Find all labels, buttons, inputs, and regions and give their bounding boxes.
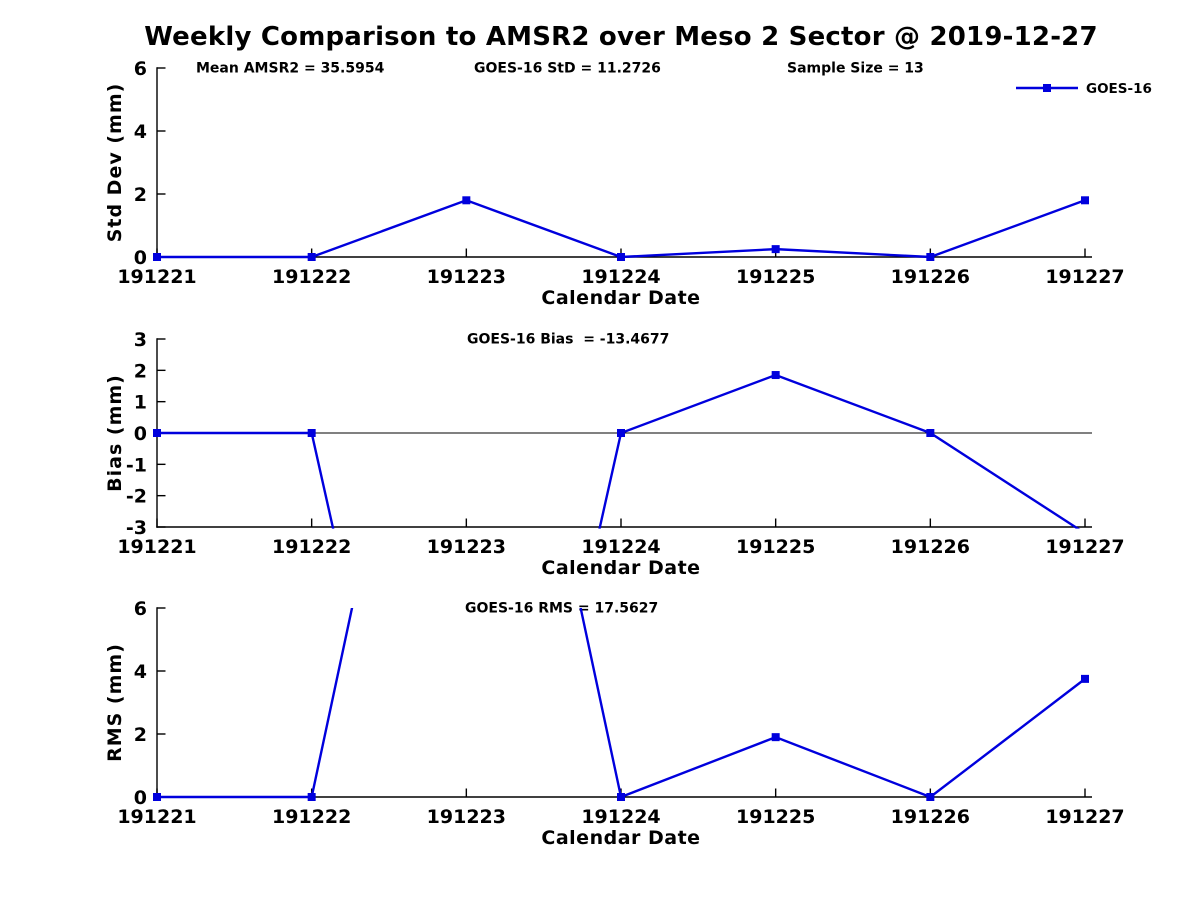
- x-tick-label: 191227: [1045, 266, 1124, 288]
- y-tick-label: 1: [134, 392, 147, 414]
- x-tick-label: 191225: [736, 536, 815, 558]
- y-axis-label: RMS (mm): [104, 643, 126, 762]
- x-axis-label: Calendar Date: [541, 287, 700, 309]
- data-point-marker: [617, 429, 625, 437]
- legend-label: GOES-16: [1086, 81, 1152, 97]
- data-point-marker: [153, 253, 161, 261]
- y-axis-label: Bias (mm): [104, 374, 126, 492]
- x-tick-label: 191222: [272, 536, 351, 558]
- y-tick-label: 0: [134, 247, 147, 269]
- figure-title: Weekly Comparison to AMSR2 over Meso 2 S…: [144, 22, 1098, 52]
- x-tick-label: 191221: [117, 266, 196, 288]
- data-point-marker: [307, 253, 316, 261]
- y-tick-label: 6: [134, 58, 147, 80]
- data-point-marker: [771, 245, 780, 254]
- series-line: [157, 199, 1086, 259]
- x-tick-label: 191227: [1045, 536, 1124, 558]
- x-tick-label: 191224: [581, 806, 660, 828]
- x-tick-label: 191224: [581, 266, 660, 288]
- x-tick-label: 191224: [581, 536, 660, 558]
- y-tick-label: 0: [134, 787, 147, 809]
- y-tick-label: -2: [126, 486, 147, 508]
- y-tick-label: 6: [134, 598, 147, 620]
- y-axis-label: Std Dev (mm): [104, 83, 126, 243]
- x-tick-label: 191221: [117, 536, 196, 558]
- data-point-marker: [926, 429, 935, 437]
- legend-marker: [1043, 84, 1051, 92]
- y-tick-label: 3: [134, 329, 147, 351]
- x-tick-label: 191226: [891, 266, 970, 288]
- annotation: Sample Size = 13: [787, 61, 924, 77]
- y-tick-label: 2: [134, 184, 147, 206]
- x-tick-label: 191225: [736, 266, 815, 288]
- x-tick-label: 191222: [272, 806, 351, 828]
- annotation: GOES-16 RMS = 17.5627: [465, 601, 658, 617]
- y-tick-label: -1: [126, 454, 147, 476]
- y-tick-label: -3: [126, 517, 147, 539]
- data-point-marker: [307, 429, 316, 437]
- x-axis-label: Calendar Date: [541, 557, 700, 579]
- x-tick-label: 191221: [117, 806, 196, 828]
- subplot-std-dev: 191221 191222 191223 191224 191225 191226 1912…: [104, 58, 1152, 309]
- x-tick-label: 191223: [427, 266, 506, 288]
- x-tick-label: 191225: [736, 806, 815, 828]
- data-point-marker: [462, 196, 471, 205]
- annotation: Mean AMSR2 = 35.5954: [196, 61, 385, 77]
- data-point-marker: [926, 253, 935, 261]
- x-tick-label: 191223: [427, 536, 506, 558]
- annotation: GOES-16 StD = 11.2726: [474, 61, 661, 77]
- x-tick-label: 191227: [1045, 806, 1124, 828]
- data-point-marker: [153, 793, 161, 801]
- legend: GOES-16: [1016, 81, 1152, 97]
- data-point-marker: [617, 253, 625, 261]
- data-point-marker: [1081, 674, 1089, 683]
- x-tick-label: 191226: [891, 536, 970, 558]
- data-point-marker: [1081, 196, 1089, 205]
- data-point-marker: [771, 733, 780, 742]
- subplot-rms: 191221 191222 191223 191224 191225 191226 1912…: [104, 598, 1125, 849]
- data-point-marker: [771, 371, 780, 380]
- data-point-marker: [307, 793, 316, 801]
- y-tick-label: 0: [134, 423, 147, 445]
- annotation: GOES-16 Bias = -13.4677: [467, 332, 669, 348]
- y-tick-label: 2: [134, 360, 147, 382]
- x-tick-label: 191222: [272, 266, 351, 288]
- y-tick-label: 2: [134, 724, 147, 746]
- x-axis-label: Calendar Date: [541, 827, 700, 849]
- x-tick-label: 191226: [891, 806, 970, 828]
- y-tick-label: 4: [134, 121, 147, 143]
- subplot-bias: 191221 191222 191223 191224 191225 191226 1912…: [104, 329, 1125, 579]
- y-tick-label: 4: [134, 661, 147, 683]
- data-point-marker: [617, 793, 625, 801]
- data-point-marker: [153, 429, 161, 437]
- data-point-marker: [926, 793, 935, 801]
- series-line-group: [157, 199, 1086, 259]
- x-tick-label: 191223: [427, 806, 506, 828]
